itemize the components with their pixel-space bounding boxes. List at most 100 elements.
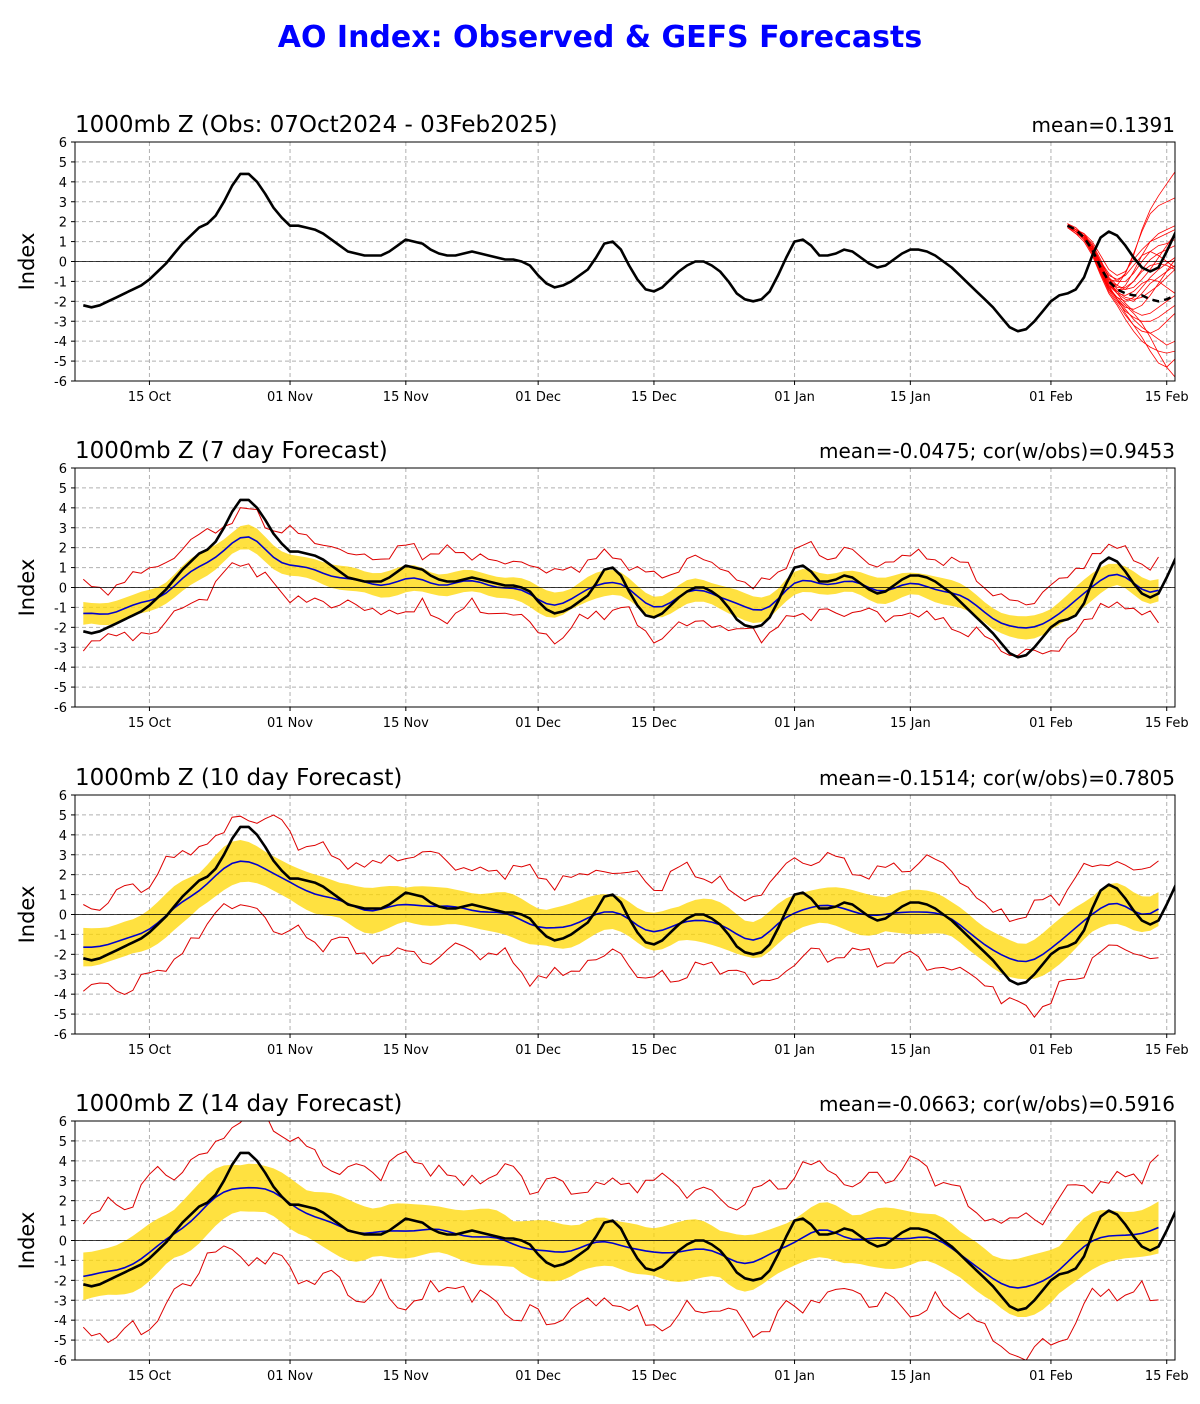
- y-tick-label: 0: [59, 582, 67, 597]
- y-tick-label: -3: [54, 315, 67, 330]
- plot-area: [75, 498, 1175, 659]
- x-tick-label: 01 Nov: [267, 390, 313, 405]
- y-tick-label: -1: [54, 601, 67, 616]
- spread-band: [83, 840, 1159, 980]
- x-tick-label: 01 Feb: [1029, 1369, 1073, 1384]
- chart-panel-4: 1000mb Z (14 day Forecast) mean=-0.0663; …: [15, 1091, 1189, 1384]
- x-tick-label: 15 Nov: [383, 1369, 429, 1384]
- y-tick-label: 4: [59, 829, 67, 844]
- y-tick-label: -2: [54, 621, 67, 636]
- range-upper-line: [82, 1121, 1159, 1226]
- y-tick-label: -1: [54, 275, 67, 290]
- y-tick-label: 1: [59, 1215, 67, 1230]
- y-axis-label: Index: [15, 233, 39, 291]
- y-tick-label: 5: [59, 482, 67, 497]
- x-tick-label: 01 Dec: [515, 1369, 561, 1384]
- x-tick-label: 15 Dec: [631, 1043, 677, 1058]
- y-tick-label: 2: [59, 216, 67, 231]
- panel-stats: mean=0.1391: [1032, 113, 1175, 137]
- x-tick-label: 01 Feb: [1029, 1043, 1073, 1058]
- y-tick-label: 3: [59, 196, 67, 211]
- range-upper-line: [83, 814, 1159, 923]
- x-tick-label: 15 Jan: [890, 1369, 931, 1384]
- ensemble-member-line: [1067, 197, 1175, 286]
- panel-title: 1000mb Z (14 day Forecast): [75, 1091, 402, 1117]
- x-tick-label: 15 Dec: [631, 390, 677, 405]
- x-tick-label: 15 Dec: [631, 1369, 677, 1384]
- y-tick-label: 3: [59, 1175, 67, 1190]
- y-tick-label: 0: [59, 256, 67, 271]
- plot-frame: [74, 141, 1176, 382]
- x-tick-label: 01 Nov: [267, 1369, 313, 1384]
- y-tick-label: -2: [54, 1274, 67, 1289]
- x-tick-label: 15 Feb: [1145, 1043, 1189, 1058]
- y-tick-label: 5: [59, 809, 67, 824]
- y-tick-label: -4: [54, 661, 67, 676]
- y-tick-label: 1: [59, 562, 67, 577]
- range-lower-line: [82, 1245, 1159, 1360]
- plot-area: [75, 814, 1175, 1019]
- y-tick-label: -5: [54, 355, 67, 370]
- y-tick-label: -5: [54, 681, 67, 696]
- x-tick-label: 01 Dec: [515, 716, 561, 731]
- forecast-mean-line: [83, 536, 1159, 629]
- x-tick-label: 15 Dec: [631, 716, 677, 731]
- y-tick-label: -6: [54, 375, 67, 390]
- y-tick-label: 1: [59, 889, 67, 904]
- y-tick-label: -4: [54, 988, 67, 1003]
- ensemble-mean-line: [1066, 224, 1175, 303]
- page-title: AO Index: Observed & GEFS Forecasts: [277, 20, 923, 55]
- x-tick-label: 01 Nov: [267, 1043, 313, 1058]
- y-tick-label: 2: [59, 542, 67, 557]
- ensemble-member-line: [1067, 225, 1175, 290]
- y-tick-label: -2: [54, 948, 67, 963]
- x-tick-label: 15 Feb: [1145, 390, 1189, 405]
- y-tick-label: -3: [54, 968, 67, 983]
- observed-line: [82, 825, 1175, 986]
- y-tick-label: -2: [54, 295, 67, 310]
- y-tick-label: 5: [59, 156, 67, 171]
- y-tick-label: -3: [54, 641, 67, 656]
- x-tick-label: 15 Nov: [383, 1043, 429, 1058]
- y-tick-label: 6: [59, 789, 67, 804]
- y-axis-label: Index: [15, 559, 39, 617]
- y-tick-label: 4: [59, 176, 67, 191]
- x-tick-label: 01 Feb: [1029, 390, 1073, 405]
- x-tick-label: 15 Nov: [383, 390, 429, 405]
- y-tick-label: -3: [54, 1294, 67, 1309]
- y-tick-label: 2: [59, 1195, 67, 1210]
- x-tick-label: 01 Feb: [1029, 716, 1073, 731]
- y-tick-label: -5: [54, 1008, 67, 1023]
- range-lower-line: [82, 562, 1159, 657]
- y-tick-label: 4: [59, 502, 67, 517]
- y-tick-label: -1: [54, 1254, 67, 1269]
- x-tick-label: 01 Jan: [774, 716, 815, 731]
- y-axis-label: Index: [15, 1212, 39, 1270]
- plot-frame: [74, 794, 1176, 1035]
- x-tick-label: 15 Nov: [383, 716, 429, 731]
- x-tick-label: 15 Oct: [128, 1369, 171, 1384]
- chart-panel-3: 1000mb Z (10 day Forecast) mean=-0.1514; …: [15, 765, 1189, 1058]
- y-tick-label: 5: [59, 1135, 67, 1150]
- y-tick-label: 2: [59, 869, 67, 884]
- x-tick-label: 15 Jan: [890, 1043, 931, 1058]
- y-tick-label: 3: [59, 522, 67, 537]
- x-tick-label: 15 Jan: [890, 390, 931, 405]
- y-tick-label: -6: [54, 701, 67, 716]
- y-tick-label: 6: [59, 1115, 67, 1130]
- panel-stats: mean=-0.1514; cor(w/obs)=0.7805: [819, 766, 1175, 790]
- x-tick-label: 01 Jan: [774, 1369, 815, 1384]
- x-tick-label: 01 Dec: [515, 1043, 561, 1058]
- observed-line: [82, 172, 1175, 333]
- y-tick-label: -6: [54, 1028, 67, 1043]
- x-tick-label: 01 Nov: [267, 716, 313, 731]
- y-tick-label: 0: [59, 909, 67, 924]
- x-tick-label: 15 Feb: [1145, 1369, 1189, 1384]
- plot-frame: [74, 1120, 1176, 1361]
- plot-frame: [74, 467, 1176, 708]
- plot-area: [75, 171, 1175, 378]
- panel-stats: mean=-0.0475; cor(w/obs)=0.9453: [819, 439, 1175, 463]
- panel-title: 1000mb Z (Obs: 07Oct2024 - 03Feb2025): [75, 112, 558, 138]
